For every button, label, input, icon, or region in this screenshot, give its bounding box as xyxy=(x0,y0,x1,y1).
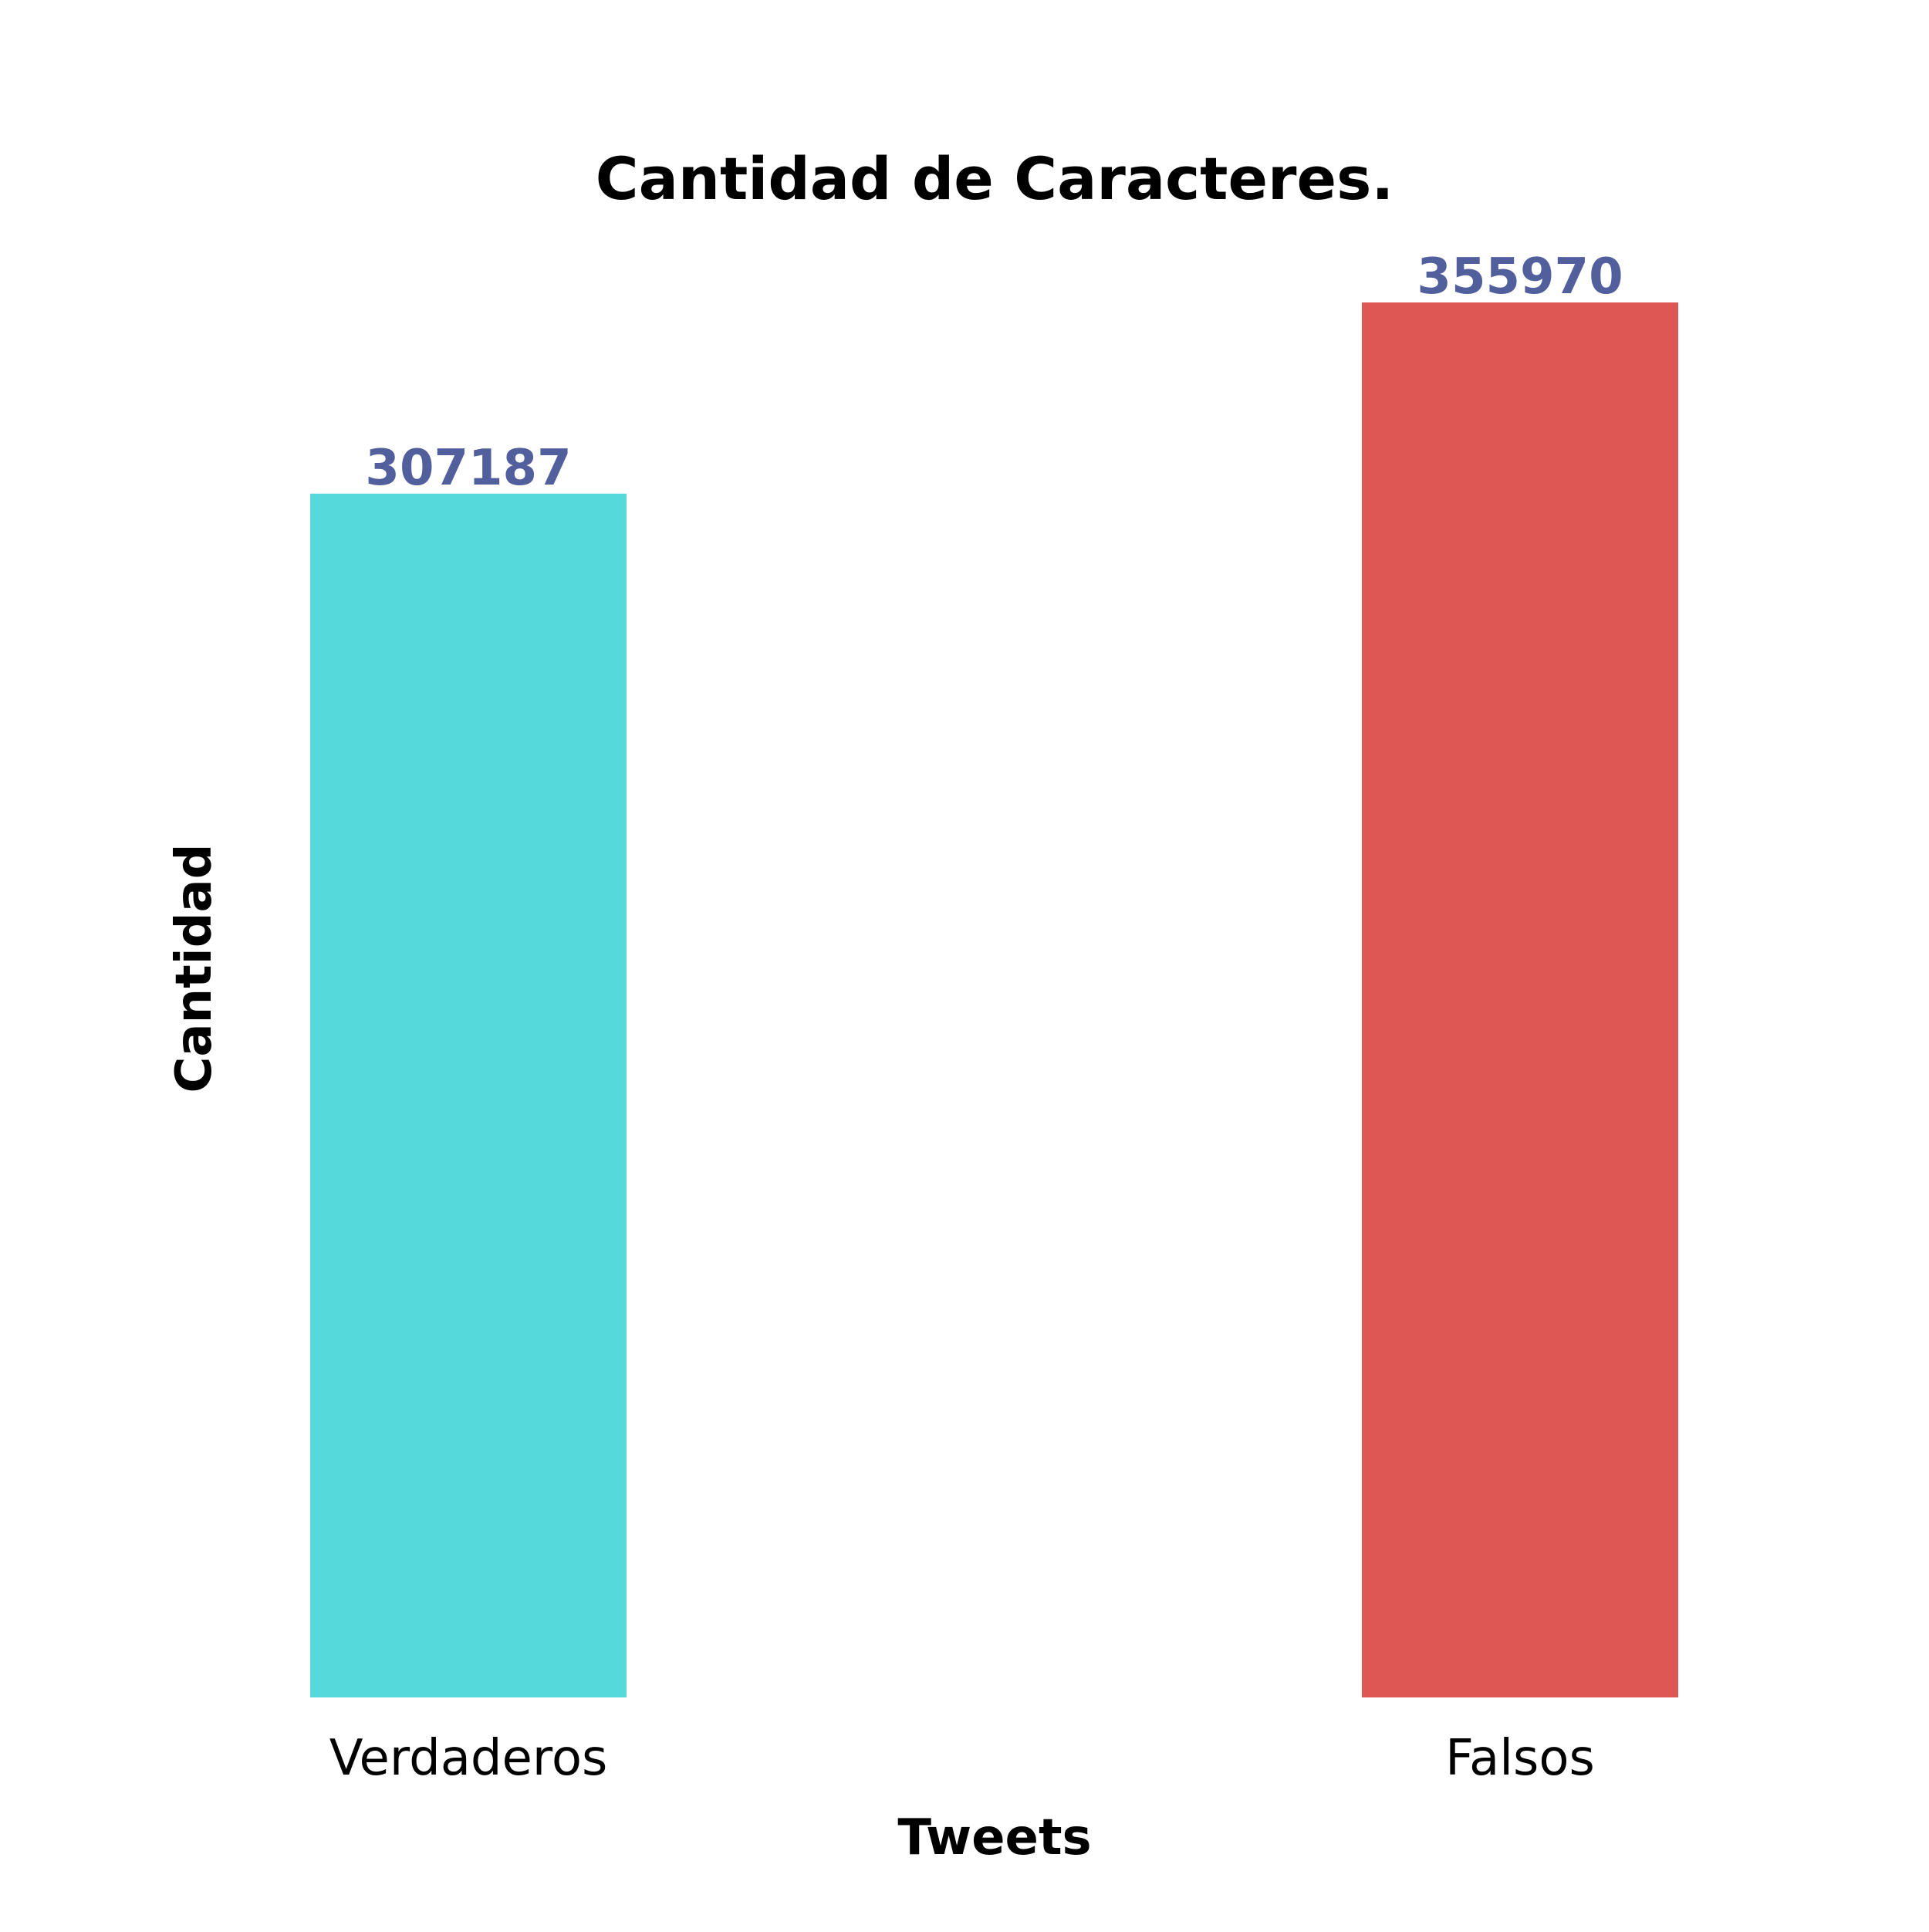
chart-title: Cantidad de Caracteres. xyxy=(596,144,1394,213)
data-label-verdaderos: 307187 xyxy=(365,440,571,497)
x-tick-label-verdaderos: Verdaderos xyxy=(329,1730,608,1787)
bars-group xyxy=(310,302,1678,1698)
data-labels-group: 307187 355970 xyxy=(365,248,1623,497)
bar-falsos xyxy=(1362,302,1678,1697)
y-axis-label: Cantidad xyxy=(166,843,223,1093)
bar-verdaderos xyxy=(310,493,627,1698)
x-axis-label: Tweets xyxy=(897,1809,1091,1866)
x-tick-label-falsos: Falsos xyxy=(1445,1730,1595,1787)
x-tick-labels: Verdaderos Falsos xyxy=(329,1730,1595,1787)
data-label-falsos: 355970 xyxy=(1417,248,1623,306)
